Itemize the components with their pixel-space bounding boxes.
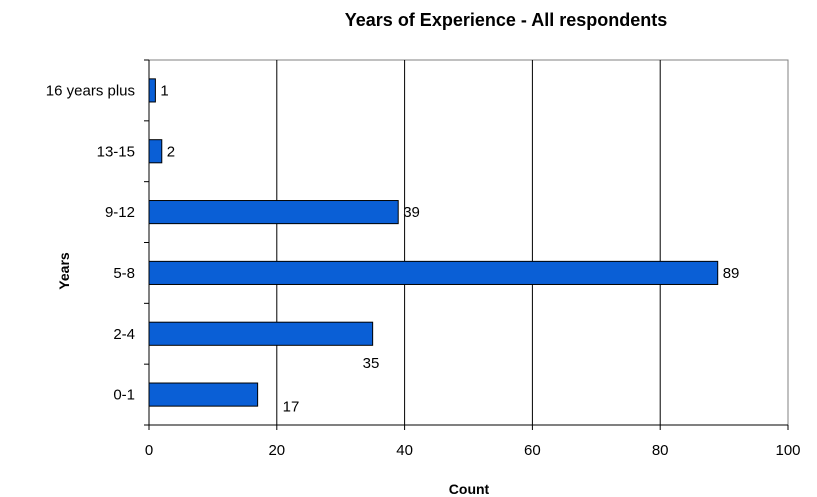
data-label: 89 <box>723 265 740 282</box>
x-tick-label: 20 <box>268 442 285 459</box>
x-tick-label: 40 <box>396 442 413 459</box>
data-label: 2 <box>167 143 175 160</box>
x-tick-label: 0 <box>145 442 153 459</box>
x-tick-label: 80 <box>652 442 669 459</box>
gridlines <box>276 60 661 425</box>
y-tick-label: 0-1 <box>113 387 135 404</box>
x-tick-label: 60 <box>524 442 541 459</box>
data-label: 17 <box>283 399 300 416</box>
bars <box>148 78 719 407</box>
y-tick-label: 2-4 <box>113 326 135 343</box>
bar <box>148 139 163 164</box>
chart-title: Years of Experience - All respondents <box>345 10 667 30</box>
data-label: 1 <box>160 82 168 99</box>
bar <box>148 321 374 346</box>
y-tick-label: 9-12 <box>105 204 135 221</box>
data-label: 35 <box>363 355 380 372</box>
x-axis-ticks: 0 20 40 60 80 100 <box>145 425 801 459</box>
y-tick-label: 13-15 <box>97 143 135 160</box>
y-tick-label: 5-8 <box>113 265 135 282</box>
plot-area <box>148 59 789 426</box>
y-axis-title: Years <box>56 252 72 290</box>
bar <box>148 382 259 407</box>
data-labels: 17 35 89 39 2 1 <box>160 82 739 415</box>
bar <box>148 200 399 225</box>
bar <box>148 260 719 285</box>
bar <box>148 78 156 103</box>
x-tick-label: 100 <box>775 442 800 459</box>
x-axis-title: Count <box>449 481 490 497</box>
y-tick-label: 16 years plus <box>46 82 135 99</box>
data-label: 39 <box>403 204 420 221</box>
y-axis-ticks: 0-1 2-4 5-8 9-12 13-15 16 years plus <box>46 59 149 426</box>
